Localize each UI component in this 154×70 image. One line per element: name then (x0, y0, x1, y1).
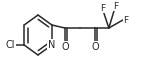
Text: Cl: Cl (5, 40, 15, 50)
Text: F: F (100, 4, 105, 13)
Text: O: O (91, 42, 99, 52)
Text: F: F (113, 1, 118, 11)
Text: O: O (61, 42, 69, 52)
Text: F: F (123, 15, 128, 24)
Text: N: N (48, 40, 56, 50)
